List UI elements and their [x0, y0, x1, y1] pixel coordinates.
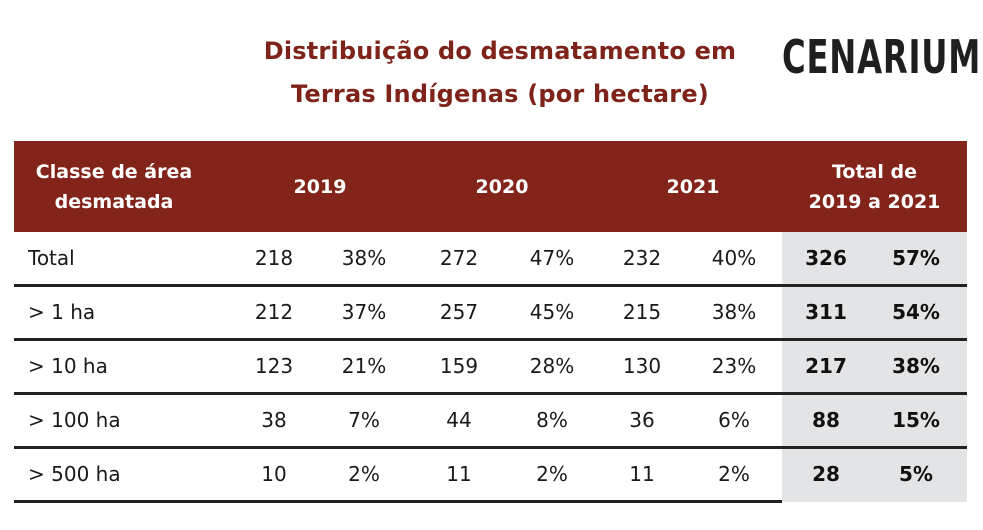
cell-p2021: 6%	[718, 408, 750, 432]
cell-ptotal: 5%	[899, 462, 933, 486]
header-2019: 2019	[293, 175, 347, 198]
cenarium-logo: CENARIUM	[782, 32, 980, 84]
cell-v2020: 11	[446, 462, 472, 486]
header-total: Total de 2019 a 2021	[782, 141, 967, 232]
cell-p2020: 47%	[529, 246, 575, 270]
row-divider	[14, 446, 967, 449]
cell-ptotal: 38%	[892, 354, 940, 378]
table-row: > 100 ha 38 7% 44 8% 36 6% 88 15%	[14, 394, 967, 448]
cell-p2021: 2%	[718, 462, 750, 486]
cell-v2020: 44	[446, 408, 472, 432]
cell-p2020: 8%	[536, 408, 568, 432]
table-row: > 1 ha 212 37% 257 45% 215 38% 311 54%	[14, 286, 967, 340]
cell-v2021: 11	[629, 462, 655, 486]
cell-p2021: 40%	[711, 246, 757, 270]
table-row: Total 218 38% 272 47% 232 40% 326 57%	[14, 232, 967, 286]
cell-v2020: 159	[439, 354, 479, 378]
row-divider	[14, 284, 967, 287]
row-divider	[14, 392, 967, 395]
cell-p2019: 38%	[341, 246, 387, 270]
cell-label: Total	[28, 246, 75, 270]
cell-ptotal: 54%	[892, 300, 940, 324]
cell-ptotal: 57%	[892, 246, 940, 270]
cell-vtotal: 88	[812, 408, 840, 432]
title-line-1: Distribuição do desmatamento em	[263, 37, 737, 65]
cell-v2020: 257	[439, 300, 479, 324]
cell-v2019: 218	[254, 246, 294, 270]
cell-p2019: 7%	[348, 408, 380, 432]
cell-v2020: 272	[439, 246, 479, 270]
cell-label: > 100 ha	[28, 408, 121, 432]
cell-p2020: 45%	[529, 300, 575, 324]
cell-v2019: 38	[261, 408, 287, 432]
header-2020: 2020	[475, 175, 529, 198]
cell-vtotal: 28	[812, 462, 840, 486]
cell-p2020: 2%	[536, 462, 568, 486]
cell-vtotal: 217	[805, 354, 847, 378]
cell-label: > 1 ha	[28, 300, 96, 324]
cell-label: > 10 ha	[28, 354, 108, 378]
header-total-line2: 2019 a 2021	[808, 190, 941, 213]
cell-vtotal: 311	[805, 300, 847, 324]
cell-v2021: 215	[622, 300, 662, 324]
cell-label: > 500 ha	[28, 462, 121, 486]
cell-v2021: 130	[622, 354, 662, 378]
cell-v2019: 212	[254, 300, 294, 324]
cell-v2021: 36	[629, 408, 655, 432]
page-title: Distribuição do desmatamento em Terras I…	[200, 30, 800, 116]
cell-p2019: 37%	[341, 300, 387, 324]
header-class: Classe de área desmatada	[14, 141, 214, 232]
table-header: Classe de área desmatada 2019 2020 2021 …	[14, 141, 967, 232]
logo-text: CENARIUM	[782, 30, 982, 84]
row-divider	[14, 338, 967, 341]
cell-v2019: 10	[261, 462, 287, 486]
cell-p2020: 28%	[529, 354, 575, 378]
header-2021: 2021	[666, 175, 720, 198]
header-class-line1: Classe de área	[35, 160, 193, 183]
cell-p2019: 21%	[341, 354, 387, 378]
title-line-2: Terras Indígenas (por hectare)	[291, 80, 709, 108]
cell-ptotal: 15%	[892, 408, 940, 432]
cell-p2021: 38%	[711, 300, 757, 324]
cell-vtotal: 326	[805, 246, 847, 270]
cell-p2021: 23%	[711, 354, 757, 378]
cell-p2019: 2%	[348, 462, 380, 486]
header-total-line1: Total de	[831, 160, 917, 183]
header-class-line2: desmatada	[54, 190, 174, 213]
table-row: > 500 ha 10 2% 11 2% 11 2% 28 5%	[14, 448, 967, 502]
row-divider	[14, 500, 782, 503]
cell-v2019: 123	[254, 354, 294, 378]
cell-v2021: 232	[622, 246, 662, 270]
table-row: > 10 ha 123 21% 159 28% 130 23% 217 38%	[14, 340, 967, 394]
total-column-background	[782, 232, 967, 502]
